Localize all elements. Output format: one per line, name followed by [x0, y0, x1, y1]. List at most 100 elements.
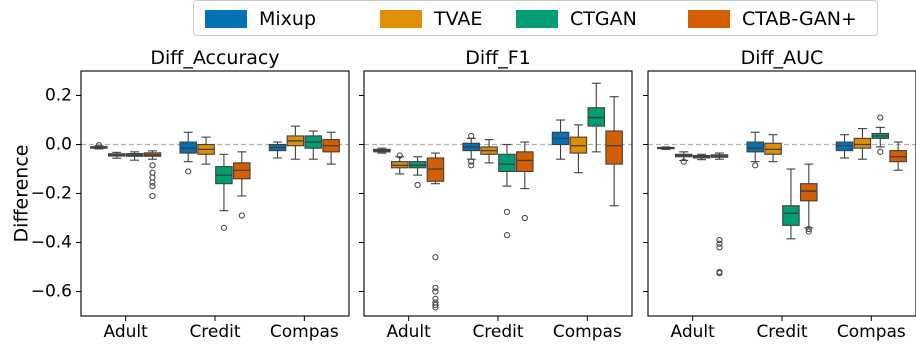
outlier-point: [680, 158, 687, 165]
y-axis-label: Difference: [11, 145, 33, 243]
x-tick-label: Compas: [837, 322, 906, 342]
y-tick-label: 0.0: [45, 135, 72, 155]
box-mixup-credit: [462, 132, 480, 169]
legend-item-mixup: Mixup: [205, 8, 316, 30]
box-iqr: [605, 130, 623, 165]
box-ctgan-credit: [498, 143, 516, 239]
outlier-point: [149, 192, 156, 200]
outlier-point: [432, 254, 439, 261]
outlier-point: [877, 114, 884, 121]
outlier-point: [521, 214, 528, 222]
outlier-point: [432, 288, 439, 295]
y-tick-label: −0.4: [31, 233, 72, 253]
legend-label-mixup: Mixup: [259, 8, 317, 30]
legend-swatch-ctab-gan-plus: [688, 10, 730, 28]
box-mixup-compas: [835, 134, 854, 159]
box-tvae-compas: [286, 125, 305, 160]
legend-label-ctgan: CTGAN: [570, 8, 637, 30]
x-tick-label: Credit: [472, 322, 523, 342]
legend-swatch-tvae: [380, 10, 422, 28]
outlier-point: [396, 152, 403, 159]
box-ctab-gan--compas: [605, 96, 623, 207]
outlier-point: [432, 301, 439, 309]
panel-2-frame: [363, 70, 633, 317]
panel-3-title: Diff_AUC: [741, 47, 824, 69]
x-tick-label: Adult: [104, 322, 149, 342]
outlier-point: [432, 304, 439, 311]
outlier-point: [716, 236, 723, 244]
legend-label-ctab-gan-plus: CTAB-GAN+: [742, 8, 857, 30]
outlier-point: [220, 224, 228, 231]
box-ctgan-adult: [125, 151, 144, 161]
panel-3: Diff_AUC Adult Credit Compas: [643, 47, 916, 342]
box-tvae-adult: [674, 151, 693, 165]
box-tvae-adult: [390, 152, 409, 175]
outlier-point: [432, 284, 439, 291]
box-ctab-gan--adult: [426, 152, 445, 311]
y-tick-label: 0.2: [45, 86, 72, 106]
legend-item-ctgan: CTGAN: [516, 8, 637, 30]
box-iqr: [782, 205, 800, 226]
box-tvae-credit: [480, 139, 498, 164]
y-tick-label: −0.6: [31, 282, 72, 302]
box-tvae-adult: [107, 151, 126, 159]
legend-item-tvae: TVAE: [380, 8, 482, 30]
outlier-point: [149, 183, 156, 190]
box-ctab-gan--credit: [516, 141, 534, 222]
outlier-point: [877, 148, 884, 155]
legend-item-ctab-gan-plus: CTAB-GAN+: [688, 8, 857, 30]
box-ctab-gan--adult: [710, 152, 729, 277]
box-iqr: [746, 141, 764, 153]
box-ctgan-compas: [871, 114, 890, 155]
x-tick-label: Compas: [553, 322, 622, 342]
outlier-point: [468, 158, 475, 165]
outlier-point: [805, 225, 812, 233]
y-tick-label: −0.2: [31, 184, 72, 204]
outlier-point: [503, 208, 511, 215]
x-tick-label: Adult: [671, 322, 716, 342]
box-mixup-adult: [90, 142, 108, 150]
panel-1-title: Diff_Accuracy: [150, 47, 279, 69]
panel-1: Diff_Accuracy 0.2 0.0 −0.2 −0.4 −0.6 Adult Cred…: [31, 47, 350, 342]
box-iqr: [498, 153, 516, 173]
box-ctgan-compas: [304, 130, 323, 160]
box-iqr: [516, 151, 534, 173]
outlier-point: [716, 270, 723, 277]
panel-3-frame: [647, 70, 916, 317]
box-mixup-compas: [268, 141, 287, 159]
box-ctgan-credit: [782, 168, 800, 240]
box-tvae-credit: [764, 134, 782, 163]
box-tvae-compas: [569, 124, 588, 174]
outlier-point: [716, 240, 723, 247]
outlier-point: [805, 228, 812, 235]
box-ctab-gan--credit: [233, 151, 251, 219]
box-ctab-gan--adult: [143, 150, 162, 200]
box-ctgan-adult: [692, 153, 711, 161]
outlier-point: [432, 295, 439, 302]
box-iqr: [853, 137, 872, 149]
legend: Mixup TVAE CTGAN CTAB-GAN+: [193, 0, 878, 36]
outlier-point: [716, 244, 723, 251]
box-ctgan-credit: [215, 153, 233, 231]
outlier-point: [468, 162, 475, 169]
outlier-point: [238, 212, 245, 219]
legend-label-tvae: TVAE: [434, 8, 483, 30]
x-tick-label: Compas: [270, 322, 339, 342]
outlier-point: [95, 142, 102, 149]
x-tick-label: Credit: [189, 322, 240, 342]
box-ctab-gan--credit: [800, 163, 818, 235]
x-tick-label: Credit: [756, 322, 807, 342]
box-iqr: [800, 183, 818, 202]
box-ctgan-compas: [587, 82, 606, 153]
outlier-point: [503, 232, 511, 239]
box-tvae-compas: [853, 128, 872, 160]
legend-swatch-mixup: [205, 10, 247, 28]
panel-2-title: Diff_F1: [465, 47, 531, 69]
box-mixup-credit: [179, 131, 197, 175]
box-ctgan-adult: [408, 156, 427, 189]
panel-2: Diff_F1 Adult Credit Compas: [359, 47, 633, 342]
box-mixup-adult: [373, 147, 391, 154]
x-tick-label: Adult: [387, 322, 432, 342]
box-ctab-gan--compas: [322, 131, 340, 165]
